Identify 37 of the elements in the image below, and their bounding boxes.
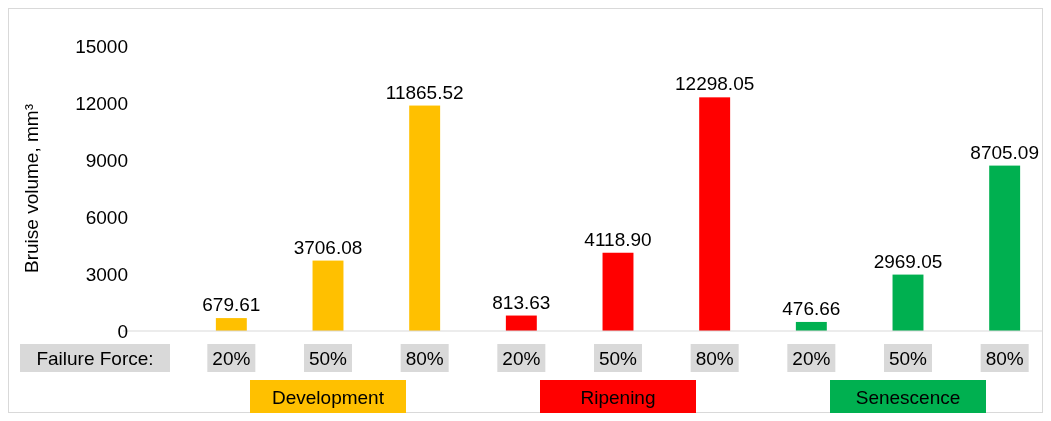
data-label: 2969.05	[873, 250, 943, 272]
data-label: 12298.05	[675, 73, 755, 95]
x-tick-label: 80%	[695, 347, 734, 369]
data-label: 3706.08	[293, 236, 363, 258]
y-tick-label: 0	[117, 320, 128, 342]
x-tick-label: 50%	[308, 347, 348, 369]
bar	[602, 252, 634, 331]
y-tick-label: 6000	[85, 206, 128, 228]
y-tick-label: 9000	[85, 149, 128, 171]
x-tick-label: 20%	[212, 347, 251, 369]
bar	[892, 274, 924, 331]
y-tick-label: 15000	[75, 35, 128, 57]
text: Development	[272, 386, 385, 408]
bar	[312, 260, 344, 331]
bar	[215, 318, 247, 331]
x-tick-label: 50%	[598, 347, 638, 369]
data-label: 679.61	[202, 294, 261, 316]
x-tick-label: 80%	[985, 347, 1024, 369]
x-tick-label: 20%	[792, 347, 831, 369]
data-label: 476.66	[782, 297, 841, 319]
x-tick-label: 80%	[405, 347, 444, 369]
bar	[505, 315, 537, 331]
text: Ripening	[580, 386, 656, 408]
data-label: 8705.09	[970, 141, 1040, 163]
x-tick-label: 50%	[888, 347, 928, 369]
x-axis-title: Failure Force:	[36, 347, 154, 369]
y-axis-title: Bruise volume, mm³	[21, 104, 42, 273]
data-label: 4118.90	[584, 228, 652, 250]
bar	[699, 97, 731, 331]
y-tick-label: 3000	[85, 263, 128, 285]
data-label: 11865.52	[385, 81, 464, 103]
data-label: 813.63	[492, 291, 551, 313]
text: Senescence	[855, 386, 961, 408]
bar	[989, 165, 1021, 331]
x-tick-label: 20%	[502, 347, 541, 369]
bar	[409, 105, 441, 331]
y-tick-label: 12000	[75, 92, 128, 114]
